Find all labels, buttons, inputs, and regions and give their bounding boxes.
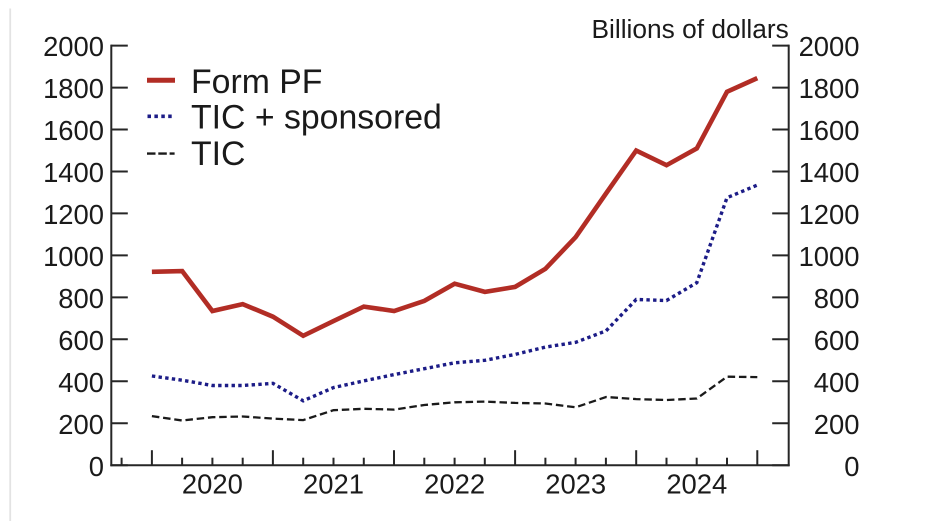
svg-text:1000: 1000 [43,241,104,272]
svg-text:800: 800 [814,283,860,314]
svg-text:2020: 2020 [182,468,243,499]
svg-text:0: 0 [844,451,859,482]
svg-text:2000: 2000 [43,31,104,62]
svg-text:TIC + sponsored: TIC + sponsored [191,98,442,136]
svg-text:1000: 1000 [799,241,860,272]
svg-text:400: 400 [814,367,860,398]
svg-text:1600: 1600 [799,115,860,146]
svg-text:1400: 1400 [43,157,104,188]
svg-text:2024: 2024 [666,468,727,499]
svg-text:200: 200 [58,409,104,440]
svg-text:Billions of dollars: Billions of dollars [591,14,788,44]
svg-text:1400: 1400 [799,157,860,188]
svg-text:200: 200 [814,409,860,440]
svg-text:1200: 1200 [799,199,860,230]
svg-text:1800: 1800 [43,73,104,104]
svg-text:2000: 2000 [799,31,860,62]
svg-text:400: 400 [58,367,104,398]
svg-text:0: 0 [89,451,104,482]
svg-text:2022: 2022 [424,468,485,499]
svg-text:2023: 2023 [545,468,606,499]
svg-text:600: 600 [814,325,860,356]
svg-text:800: 800 [58,283,104,314]
svg-text:Form PF: Form PF [191,63,322,101]
svg-text:TIC: TIC [191,135,245,173]
svg-text:600: 600 [58,325,104,356]
svg-text:1600: 1600 [43,115,104,146]
svg-text:1800: 1800 [799,73,860,104]
svg-text:1200: 1200 [43,199,104,230]
svg-text:2021: 2021 [303,468,364,499]
